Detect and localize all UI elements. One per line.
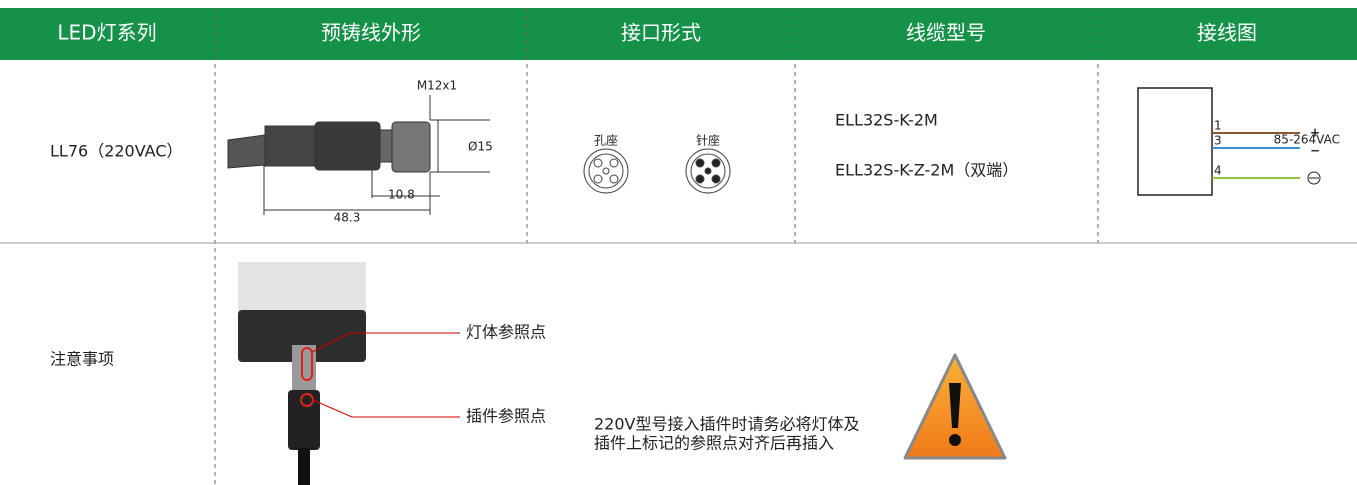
connector-icons-part [593,174,603,184]
polarity: + [1310,126,1320,140]
warning-icon-part [949,434,961,446]
callout: 灯体参照点 [466,323,546,342]
dim-label: Ø15 [468,140,493,154]
connector-icons-part [609,174,619,184]
header-cell: 线缆型号 [906,21,986,45]
header: LED灯系列 预铸线外形 接口形式 线缆型号 接线图 [0,8,1357,60]
pin-label: 3 [1214,134,1222,148]
pin-label: 4 [1214,164,1222,178]
product-photo [238,262,460,485]
cable-drawing-part [314,121,381,171]
header-cell: 接线图 [1197,21,1257,45]
pin-label: 1 [1214,119,1222,133]
connector-icons-part [593,158,603,168]
connector-icons-part [711,158,721,168]
connector-icons [583,148,731,194]
connector-icons-part [588,153,624,189]
cable-model: ELL32S-K-Z-2M（双端） [835,161,1018,180]
product-photo-part [288,390,320,450]
callout: 插件参照点 [466,407,546,426]
dim-label: M12x1 [417,79,457,93]
connector-label: 针座 [696,133,720,148]
connector-icons-part [704,167,712,175]
product-photo-part [311,332,460,353]
series-name: LL76（220VAC） [50,142,183,161]
product-photo-part [312,399,460,418]
product-photo-part [238,310,366,362]
row-label: 注意事项 [50,350,114,369]
connector-icons-part [711,174,721,184]
connector-icons-part [583,148,629,194]
connector-icons-part [690,153,726,189]
polarity: − [1310,144,1320,158]
grid-lines [0,8,1357,485]
header-cell: LED灯系列 [57,21,156,45]
connector-icons-part [602,167,610,175]
product-photo-part [238,262,366,312]
product-photo-part [301,347,313,381]
wiring-diagram-part [1307,171,1321,185]
voltage: 85-264VAC [1274,133,1340,147]
cable-drawing-part [227,134,266,169]
connector-icons-part [695,174,705,184]
connector-icons-part [609,158,619,168]
header-bar [0,8,1357,60]
cable-model: ELL32S-K-2M [835,111,938,130]
connector-icons-part [695,158,705,168]
product-photo-part [298,448,310,485]
wiring-diagram-part [1137,87,1213,196]
connector-label: 孔座 [594,133,618,148]
dim-label: 48.3 [334,211,361,225]
cable-drawing [227,95,490,215]
header-cell: 预铸线外形 [321,21,421,45]
cable-drawing-part [264,125,316,167]
cable-drawing-part [379,129,393,163]
note-line: 插件上标记的参照点对齐后再插入 [594,434,834,453]
dim-label: 10.8 [388,188,415,202]
connector-icons-part [685,148,731,194]
warning-icon-part [949,383,961,428]
cable-drawing-part [391,121,431,173]
header-cell: 接口形式 [621,21,701,45]
note-line: 220V型号接入插件时请务必将灯体及 [594,415,860,434]
wiring-diagram [1137,87,1321,196]
warning-icon [903,353,1007,460]
